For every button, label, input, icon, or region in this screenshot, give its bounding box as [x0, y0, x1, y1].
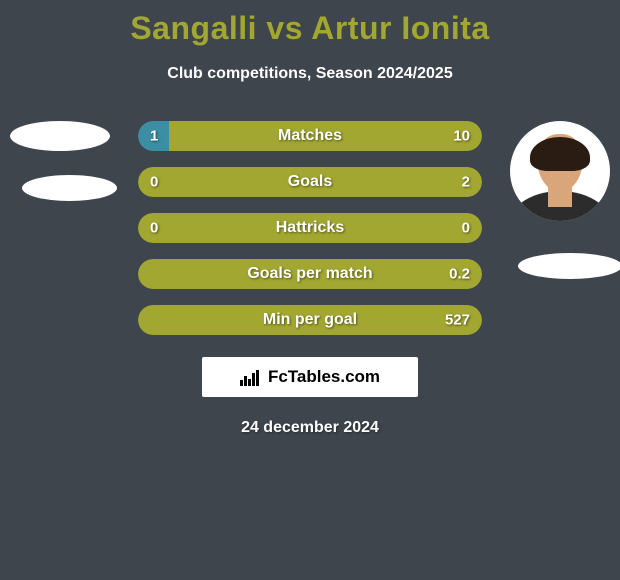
snapshot-date: 24 december 2024 [0, 419, 620, 437]
stat-value-left: 1 [150, 128, 158, 145]
stat-value-right: 2 [462, 174, 470, 191]
stat-value-right: 527 [445, 312, 470, 329]
stat-label: Min per goal [263, 311, 357, 329]
stat-value-right: 0.2 [449, 266, 470, 283]
player-right-avatar [510, 121, 610, 221]
stat-bar: 0.2 Goals per match [138, 259, 482, 289]
stat-bar: 527 Min per goal [138, 305, 482, 335]
branding-text: FcTables.com [268, 367, 380, 387]
player-right-club-badge [518, 253, 620, 279]
player-left-club-badge-1 [10, 121, 110, 151]
stat-bars: 1 10 Matches 0 2 Goals 0 0 Hattricks 0.2 Goals per… [138, 121, 482, 335]
stat-bar: 0 2 Goals [138, 167, 482, 197]
stat-value-left: 0 [150, 220, 158, 237]
stat-value-left: 0 [150, 174, 158, 191]
stat-value-right: 10 [453, 128, 470, 145]
fctables-logo-icon [240, 368, 262, 386]
branding-banner: FcTables.com [202, 357, 418, 397]
player-left-club-badge-2 [22, 175, 117, 201]
comparison-title: Sangalli vs Artur Ionita [0, 0, 620, 47]
stat-label: Hattricks [276, 219, 344, 237]
stat-label: Goals [288, 173, 332, 191]
stat-label: Matches [278, 127, 342, 145]
stat-value-right: 0 [462, 220, 470, 237]
comparison-body: 1 10 Matches 0 2 Goals 0 0 Hattricks 0.2 Goals per… [0, 121, 620, 437]
stat-bar: 1 10 Matches [138, 121, 482, 151]
comparison-subtitle: Club competitions, Season 2024/2025 [0, 65, 620, 83]
stat-label: Goals per match [247, 265, 372, 283]
player-right-hair [530, 137, 590, 171]
stat-bar: 0 0 Hattricks [138, 213, 482, 243]
